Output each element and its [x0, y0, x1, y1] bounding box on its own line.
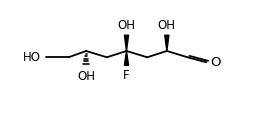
Polygon shape [124, 35, 129, 51]
Text: OH: OH [77, 70, 95, 83]
Text: O: O [210, 56, 220, 69]
Polygon shape [165, 35, 169, 51]
Polygon shape [124, 51, 129, 65]
Text: F: F [123, 69, 130, 82]
Text: OH: OH [158, 19, 176, 32]
Text: OH: OH [117, 19, 135, 32]
Text: HO: HO [23, 51, 41, 64]
